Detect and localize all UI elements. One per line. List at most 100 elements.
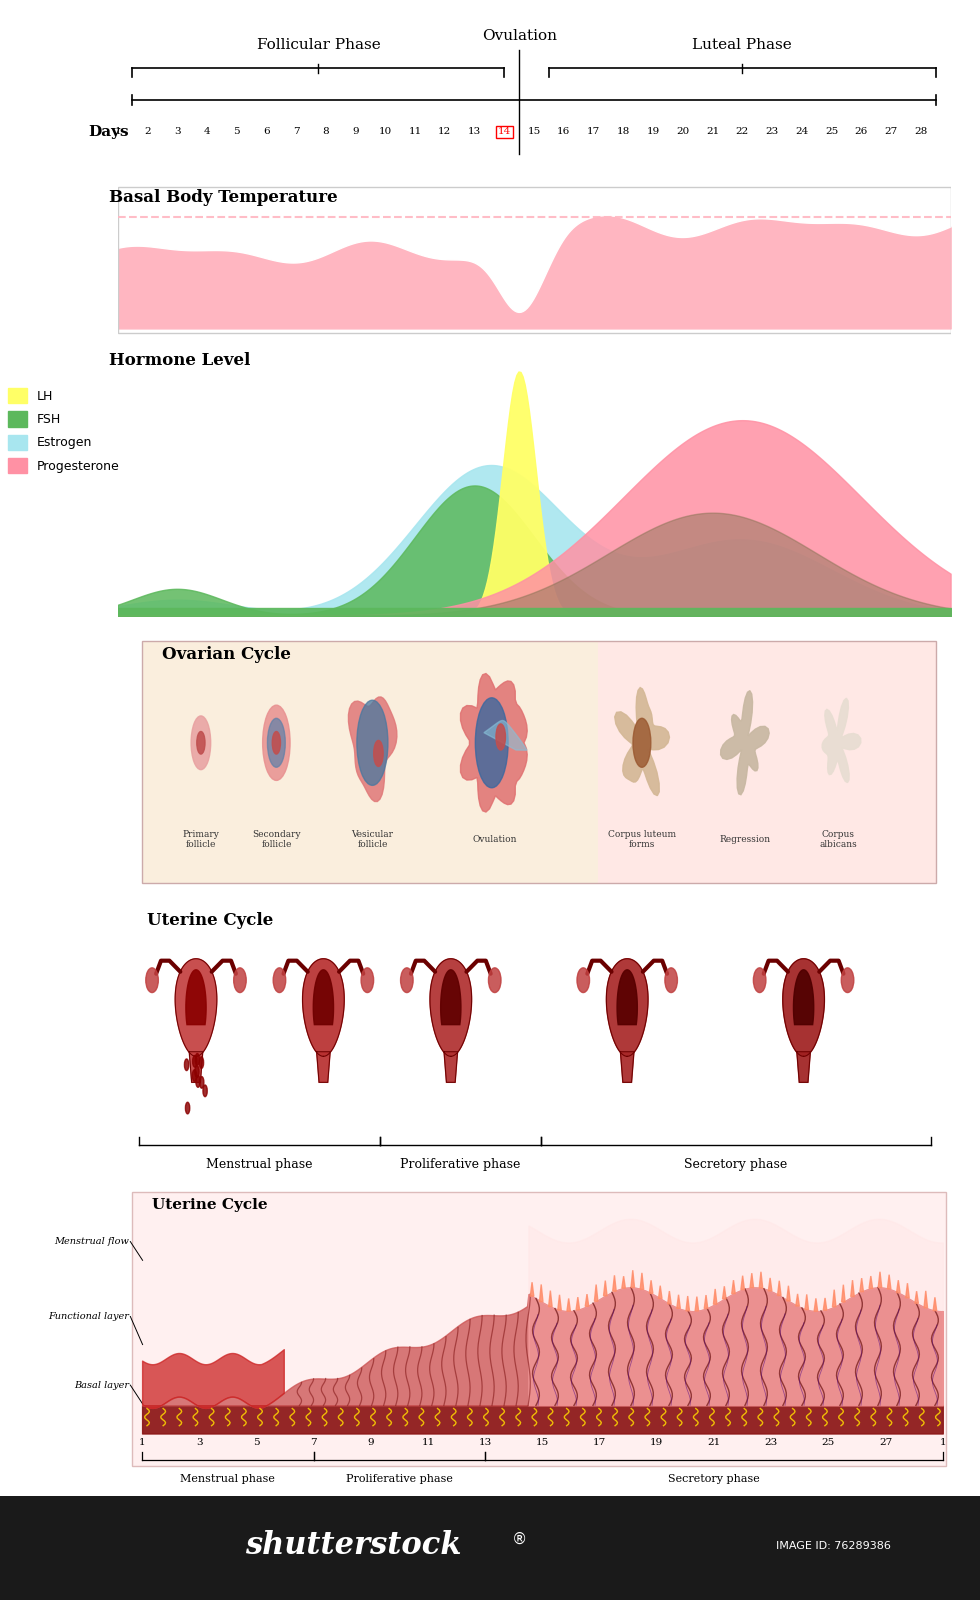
Polygon shape	[622, 1277, 625, 1288]
Text: Days: Days	[88, 125, 128, 139]
Ellipse shape	[664, 968, 677, 992]
Text: Secretory phase: Secretory phase	[684, 1158, 788, 1171]
Text: Follicular Phase: Follicular Phase	[257, 38, 380, 53]
Circle shape	[633, 718, 651, 768]
Circle shape	[196, 1075, 200, 1088]
Circle shape	[197, 731, 205, 754]
Ellipse shape	[754, 968, 766, 992]
Polygon shape	[566, 1299, 570, 1310]
Text: 3: 3	[196, 1438, 203, 1448]
Polygon shape	[878, 1272, 882, 1288]
Text: 12: 12	[438, 128, 452, 136]
Polygon shape	[650, 1280, 653, 1293]
Text: Uterine Cycle: Uterine Cycle	[147, 912, 273, 930]
Circle shape	[203, 1085, 207, 1096]
FancyBboxPatch shape	[0, 1496, 980, 1600]
Polygon shape	[314, 970, 333, 1024]
Text: 7: 7	[293, 128, 300, 136]
Text: Ovulation: Ovulation	[472, 835, 517, 845]
Polygon shape	[530, 1282, 534, 1296]
Polygon shape	[186, 970, 206, 1024]
Text: Menstrual phase: Menstrual phase	[207, 1158, 313, 1171]
Text: Primary
follicle: Primary follicle	[182, 830, 220, 850]
Text: IMAGE ID: 76289386: IMAGE ID: 76289386	[775, 1541, 891, 1550]
Polygon shape	[777, 1280, 781, 1296]
Polygon shape	[768, 1278, 772, 1291]
Polygon shape	[869, 1277, 872, 1288]
Polygon shape	[787, 1286, 790, 1301]
Ellipse shape	[577, 968, 590, 992]
Polygon shape	[794, 970, 813, 1024]
Text: Proliferative phase: Proliferative phase	[401, 1158, 520, 1171]
Polygon shape	[933, 1298, 937, 1310]
Polygon shape	[441, 970, 461, 1024]
Circle shape	[192, 1070, 197, 1082]
Polygon shape	[805, 1294, 808, 1310]
Text: Corpus luteum
forms: Corpus luteum forms	[608, 830, 676, 850]
Circle shape	[496, 723, 506, 750]
Text: 21: 21	[708, 1438, 720, 1448]
Text: Menstrual flow: Menstrual flow	[55, 1237, 129, 1246]
Text: 4: 4	[204, 128, 210, 136]
Polygon shape	[722, 1286, 726, 1299]
Ellipse shape	[401, 968, 414, 992]
Polygon shape	[897, 1280, 900, 1293]
Text: Ovulation: Ovulation	[482, 29, 557, 43]
Polygon shape	[842, 1285, 845, 1302]
Polygon shape	[595, 1285, 598, 1301]
Ellipse shape	[233, 968, 246, 992]
Text: 13: 13	[478, 1438, 492, 1448]
Text: ®: ®	[512, 1533, 527, 1547]
Text: 1: 1	[139, 1438, 145, 1448]
Text: 27: 27	[879, 1438, 892, 1448]
Circle shape	[184, 1059, 189, 1070]
Text: 25: 25	[822, 1438, 835, 1448]
Polygon shape	[796, 1294, 800, 1306]
Circle shape	[185, 1102, 190, 1114]
Text: 9: 9	[352, 128, 359, 136]
Text: Basal layer: Basal layer	[74, 1381, 129, 1390]
Text: 19: 19	[650, 1438, 663, 1448]
Polygon shape	[620, 1051, 634, 1082]
Text: Basal Body Temperature: Basal Body Temperature	[109, 189, 337, 205]
Text: Secretory phase: Secretory phase	[668, 1474, 760, 1485]
FancyBboxPatch shape	[132, 1192, 946, 1466]
Polygon shape	[887, 1275, 891, 1290]
Polygon shape	[859, 1278, 863, 1291]
Text: 14: 14	[498, 128, 511, 136]
Polygon shape	[822, 698, 860, 782]
Polygon shape	[539, 1285, 543, 1302]
Text: 7: 7	[311, 1438, 317, 1448]
Polygon shape	[189, 1051, 203, 1082]
Text: 5: 5	[233, 128, 240, 136]
Circle shape	[199, 1056, 204, 1069]
Polygon shape	[317, 1051, 330, 1082]
Text: 23: 23	[764, 1438, 778, 1448]
Polygon shape	[461, 674, 527, 813]
Polygon shape	[175, 958, 217, 1056]
Ellipse shape	[273, 968, 286, 992]
Text: Secondary
follicle: Secondary follicle	[252, 830, 301, 850]
Text: 28: 28	[914, 128, 927, 136]
Polygon shape	[832, 1290, 836, 1307]
Polygon shape	[720, 691, 769, 795]
Polygon shape	[713, 1290, 717, 1304]
Text: 13: 13	[468, 128, 481, 136]
Text: 18: 18	[616, 128, 630, 136]
Text: 21: 21	[706, 128, 719, 136]
Circle shape	[195, 1066, 199, 1077]
Text: Hormone Level: Hormone Level	[109, 352, 250, 370]
Text: 9: 9	[368, 1438, 374, 1448]
Text: Proliferative phase: Proliferative phase	[346, 1474, 453, 1485]
Polygon shape	[576, 1298, 579, 1310]
Polygon shape	[612, 1275, 616, 1291]
Polygon shape	[686, 1296, 690, 1310]
Text: 16: 16	[558, 128, 570, 136]
Polygon shape	[617, 970, 637, 1024]
Polygon shape	[741, 1275, 745, 1290]
Polygon shape	[750, 1274, 754, 1288]
Text: 6: 6	[263, 128, 270, 136]
Polygon shape	[558, 1294, 562, 1310]
FancyBboxPatch shape	[598, 640, 936, 883]
Text: 15: 15	[536, 1438, 549, 1448]
